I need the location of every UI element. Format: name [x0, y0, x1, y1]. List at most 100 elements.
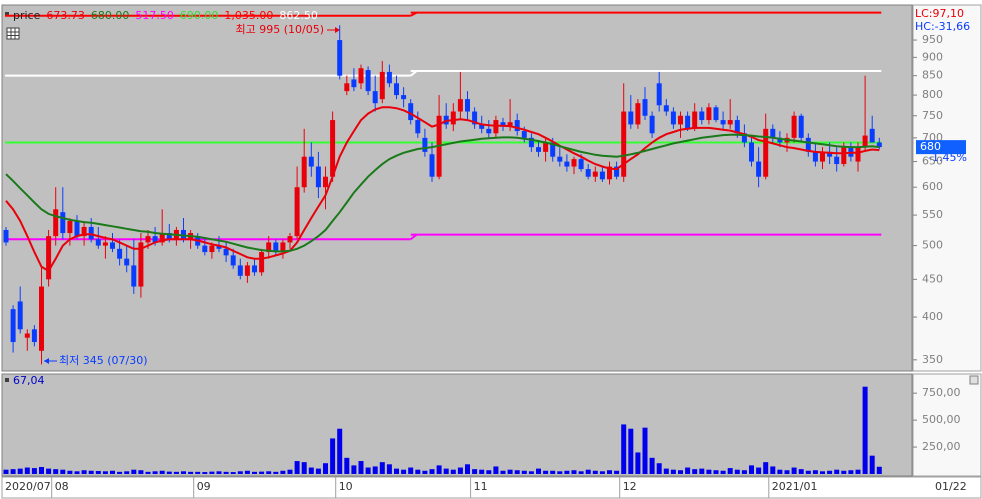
candle-body	[401, 95, 407, 100]
y-tick-label: 600	[922, 180, 943, 193]
volume-bar	[372, 466, 378, 474]
legend-item: 690.00	[180, 9, 219, 22]
volume-bar	[528, 471, 534, 474]
volume-bar	[670, 469, 676, 474]
moving-average	[5, 133, 880, 253]
candle-body	[315, 166, 321, 188]
candle-body	[621, 111, 627, 177]
volume-tick-label: 500,00	[922, 413, 961, 426]
y-tick-label: 900	[922, 50, 943, 63]
candle-body	[74, 220, 80, 237]
volume-bar	[429, 469, 435, 474]
volume-bar	[479, 469, 485, 474]
candle-body	[39, 286, 44, 351]
volume-bar	[727, 468, 733, 474]
volume-bar	[798, 469, 804, 474]
candle-body	[344, 83, 350, 92]
candle-body	[749, 142, 754, 162]
volume-bar	[166, 471, 172, 474]
y-tick-label: 550	[922, 208, 943, 221]
volume-bar	[244, 470, 250, 474]
volume-bar	[181, 471, 186, 474]
candle-body	[699, 111, 705, 121]
volume-bar	[223, 471, 229, 474]
volume-bar	[422, 470, 428, 474]
volume-bar	[209, 471, 215, 474]
volume-bar	[17, 468, 23, 474]
volume-bar	[53, 469, 59, 474]
change-label: -1.45%	[928, 151, 967, 164]
candle-body	[110, 242, 115, 249]
candle-body	[301, 156, 307, 188]
candle-body	[607, 166, 612, 180]
volume-bar	[110, 470, 115, 474]
legend-item: 680.00	[91, 9, 130, 22]
candle-body	[834, 156, 840, 165]
volume-bar	[571, 470, 577, 474]
panel-button[interactable]	[969, 375, 979, 385]
volume-bar	[330, 438, 336, 474]
candle-body	[628, 111, 634, 125]
candle-body	[777, 137, 783, 143]
x-tick-label: 2020/07	[5, 480, 51, 493]
volume-bar	[31, 468, 37, 474]
x-tick-label: 12	[623, 480, 637, 493]
volume-bar	[642, 427, 648, 474]
volume-bar	[173, 471, 179, 474]
volume-bar	[543, 470, 549, 474]
volume-axis-panel	[912, 373, 982, 477]
candle-body	[259, 252, 265, 273]
volume-bar	[749, 465, 754, 474]
volume-bar	[3, 469, 9, 474]
volume-bar	[848, 470, 854, 474]
volume-bar	[862, 386, 868, 474]
candle-body	[770, 128, 776, 138]
price-axis-panel	[912, 4, 982, 372]
candle-body	[81, 226, 87, 237]
volume-bar	[834, 469, 840, 474]
candle-body	[642, 99, 648, 116]
y-tick-label: 350	[922, 353, 943, 366]
candle-body	[365, 70, 371, 92]
volume-bar	[777, 469, 783, 474]
candle-body	[465, 99, 470, 112]
volume-bar	[770, 466, 776, 474]
volume-bar	[195, 471, 201, 474]
volume-bar	[699, 468, 705, 474]
legend-label: price	[13, 9, 41, 22]
candle-body	[841, 147, 847, 165]
candle-body	[578, 159, 584, 170]
moving-average	[5, 106, 880, 273]
volume-bar	[124, 471, 130, 474]
volume-bar	[820, 471, 825, 474]
volume-bar	[663, 468, 669, 474]
candle-body	[472, 111, 478, 125]
volume-bar	[287, 469, 293, 474]
volume-bar	[74, 471, 80, 474]
candle-body	[330, 120, 336, 177]
candle-body	[53, 209, 59, 237]
volume-bar	[102, 471, 108, 474]
volume-bar	[592, 470, 598, 474]
volume-bar	[678, 470, 683, 474]
volume-bar	[635, 452, 641, 474]
volume-bar	[791, 467, 797, 474]
high-arrow	[327, 27, 340, 33]
volume-bar	[117, 471, 123, 474]
volume-bar	[486, 470, 492, 474]
candle-body	[635, 103, 641, 125]
grid-icon[interactable]	[6, 27, 20, 40]
candle-body	[408, 103, 414, 121]
volume-bar	[39, 466, 44, 474]
volume-bar	[756, 467, 762, 474]
last-date: 01/22	[935, 480, 967, 493]
candle-body	[159, 233, 165, 243]
volume-bar	[443, 468, 449, 474]
candle-body	[536, 147, 541, 152]
volume-bar	[614, 470, 620, 474]
volume-bar	[202, 472, 208, 474]
volume-bar	[450, 469, 456, 474]
volume-tick-label: 750,00	[922, 386, 961, 399]
volume-bar	[734, 469, 740, 474]
